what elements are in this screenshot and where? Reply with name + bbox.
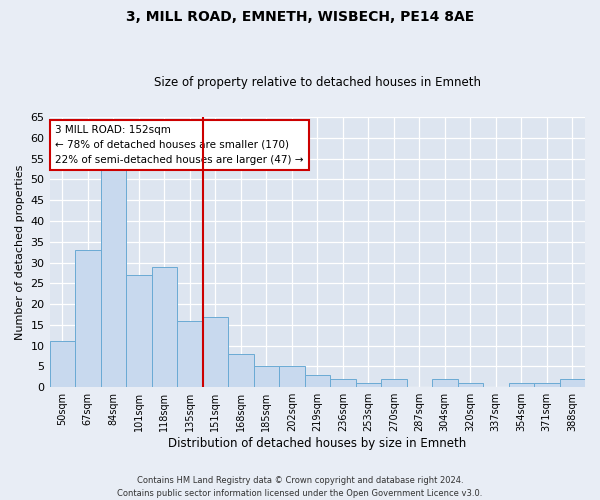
Text: Contains HM Land Registry data © Crown copyright and database right 2024.
Contai: Contains HM Land Registry data © Crown c… <box>118 476 482 498</box>
Bar <box>177 320 203 387</box>
Bar <box>534 383 560 387</box>
Bar <box>126 275 152 387</box>
Bar <box>152 266 177 387</box>
Title: Size of property relative to detached houses in Emneth: Size of property relative to detached ho… <box>154 76 481 90</box>
Bar <box>458 383 483 387</box>
Bar <box>101 163 126 387</box>
Bar <box>203 316 228 387</box>
Bar <box>228 354 254 387</box>
Bar <box>50 342 75 387</box>
X-axis label: Distribution of detached houses by size in Emneth: Distribution of detached houses by size … <box>168 437 466 450</box>
Bar <box>75 250 101 387</box>
Y-axis label: Number of detached properties: Number of detached properties <box>15 164 25 340</box>
Bar <box>560 379 585 387</box>
Text: 3 MILL ROAD: 152sqm
← 78% of detached houses are smaller (170)
22% of semi-detac: 3 MILL ROAD: 152sqm ← 78% of detached ho… <box>55 125 304 165</box>
Bar <box>432 379 458 387</box>
Bar <box>254 366 279 387</box>
Bar <box>305 374 330 387</box>
Bar <box>381 379 407 387</box>
Bar <box>330 379 356 387</box>
Text: 3, MILL ROAD, EMNETH, WISBECH, PE14 8AE: 3, MILL ROAD, EMNETH, WISBECH, PE14 8AE <box>126 10 474 24</box>
Bar <box>509 383 534 387</box>
Bar <box>356 383 381 387</box>
Bar <box>279 366 305 387</box>
